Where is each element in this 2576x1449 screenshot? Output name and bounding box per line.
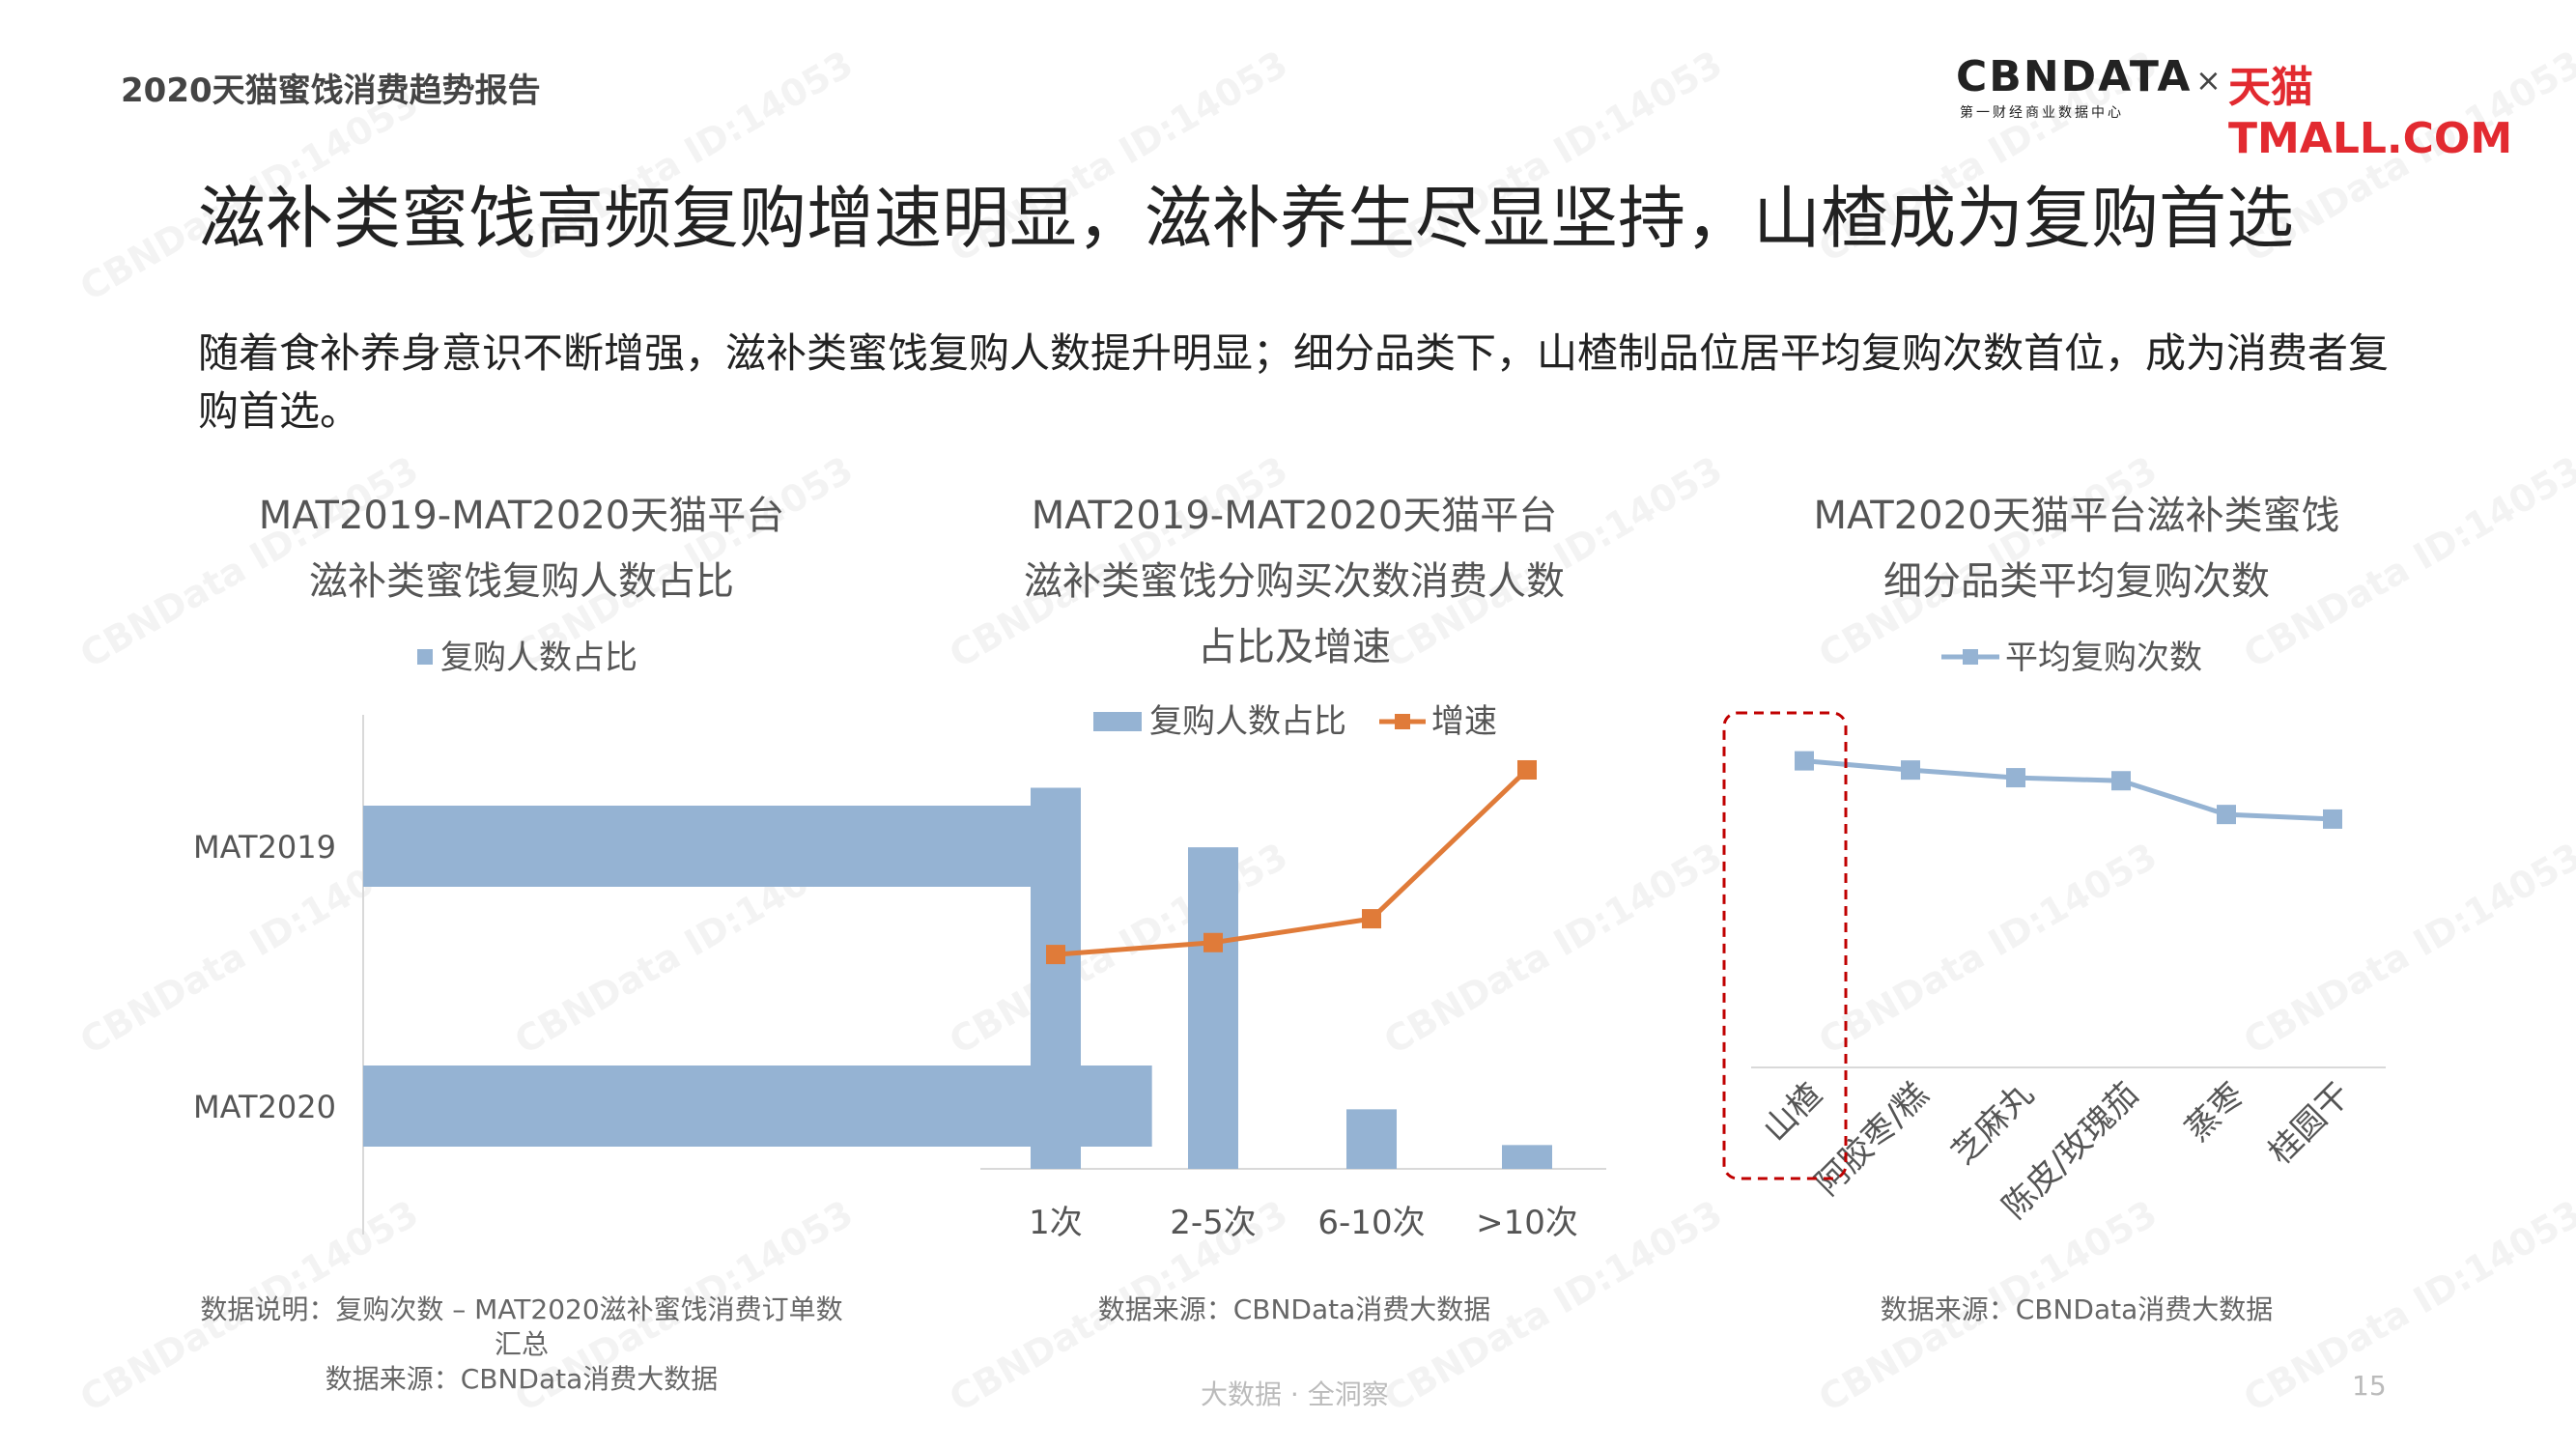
chart3-note: 数据来源：CBNData消费大数据 [1880, 1293, 2274, 1325]
brand-logo: CBNDATA 第一财经商业数据中心 × 天猫TMALL.COM [1956, 52, 2516, 163]
chart2-title: MAT2019-MAT2020天猫平台 滋补类蜜饯分购买次数消费人数 占比及增速 [956, 483, 1632, 680]
page-headline: 滋补类蜜饯高频复购增速明显，滋补养生尽显坚持，山楂成为复购首选 [198, 179, 2294, 258]
chart2-category-label: >10次 [1476, 1204, 1578, 1242]
chart3-category-label: 桂圆干 [2261, 1075, 2358, 1172]
chart2-growth-marker [1046, 945, 1065, 965]
chart1-note-line2: 汇总 [494, 1328, 549, 1360]
chart2-category-label: 6-10次 [1317, 1204, 1425, 1242]
cbndata-logo-subtitle: 第一财经商业数据中心 [1960, 105, 2124, 121]
chart2-title-line3: 占比及增速 [1198, 625, 1391, 669]
chart2-growth-marker [1362, 909, 1381, 929]
chart2-growth-marker [1517, 759, 1537, 780]
chart2-title-line1: MAT2019-MAT2020天猫平台 [1031, 494, 1558, 538]
chart1-legend-label: 复购人数占比 [440, 639, 637, 677]
chart1-bar [363, 1065, 1152, 1147]
chart3-legend-label: 平均复购次数 [2005, 639, 2202, 677]
chart2-title-line2: 滋补类蜜饯分购买次数消费人数 [1024, 559, 1565, 604]
chart2-growth-marker [1203, 932, 1223, 952]
chart2-legend-line-label: 增速 [1431, 702, 1497, 741]
chart3-legend-marker [1963, 649, 1978, 665]
chart1-title: MAT2019-MAT2020天猫平台 滋补类蜜饯复购人数占比 [174, 483, 869, 614]
chart3-line [1803, 758, 2334, 822]
chart2-bar [1346, 1109, 1397, 1169]
chart1-bar [363, 806, 1072, 887]
chart2-legend-bar-swatch [1093, 712, 1142, 731]
chart3-title: MAT2020天猫平台滋补类蜜饯 细分品类平均复购次数 [1739, 483, 2415, 614]
chart1-title-line2: 滋补类蜜饯复购人数占比 [309, 559, 734, 604]
chart2-category-label: 2-5次 [1170, 1204, 1257, 1242]
chart3-marker [2217, 805, 2236, 825]
chart3-marker [1795, 751, 1814, 771]
chart3-title-line1: MAT2020天猫平台滋补类蜜饯 [1813, 494, 2340, 538]
chart2-bar [1502, 1145, 1552, 1169]
report-name: 2020天猫蜜饯消费趋势报告 [121, 71, 541, 110]
chart2-note: 数据来源：CBNData消费大数据 [1097, 1293, 1491, 1325]
chart1-category-label: MAT2019 [193, 829, 336, 866]
chart2-growth-line [1055, 768, 1529, 957]
chart3-marker [2006, 768, 2025, 788]
chart2-legend-bar-label: 复购人数占比 [1149, 702, 1346, 741]
chart1-note-line1: 数据说明：复购次数 – MAT2020滋补蜜饯消费订单数 [200, 1293, 843, 1325]
logo-separator: × [2195, 62, 2222, 99]
chart1-note-line3: 数据来源：CBNData消费大数据 [325, 1363, 719, 1395]
chart3-marker [2111, 771, 2131, 791]
tmall-logo: 天猫TMALL.COM [2228, 63, 2513, 163]
chart3-title-line2: 细分品类平均复购次数 [1883, 559, 2270, 604]
chart3-category-label: 芝麻丸 [1944, 1075, 2041, 1172]
chart3-category-label: 阿胶枣/糕 [1808, 1075, 1937, 1204]
chart3-marker [1901, 760, 1920, 781]
chart3-highlight-box [1722, 711, 1848, 1180]
chart2-bar [1031, 787, 1081, 1169]
chart3-category-label: 山楂 [1756, 1075, 1829, 1149]
footer-slogan: 大数据 · 全洞察 [1201, 1378, 1389, 1410]
chart1-category-label: MAT2020 [193, 1089, 336, 1125]
page-number: 15 [2352, 1370, 2387, 1402]
chart2-category-label: 1次 [1029, 1204, 1083, 1242]
chart2-bar [1188, 847, 1238, 1169]
chart3-marker [2323, 809, 2342, 829]
chart1-legend-swatch [417, 649, 433, 665]
chart1-note: 数据说明：复购次数 – MAT2020滋补蜜饯消费订单数 汇总 数据来源：CBN… [174, 1293, 869, 1397]
chart3-category-label: 蒸枣 [2178, 1075, 2251, 1149]
page-summary: 随着食补养身意识不断增强，滋补类蜜饯复购人数提升明显；细分品类下，山楂制品位居平… [198, 329, 2390, 435]
chart1-title-line1: MAT2019-MAT2020天猫平台 [258, 494, 785, 538]
cbndata-logo: CBNDATA [1956, 52, 2193, 101]
chart2-legend-line-marker [1395, 714, 1410, 729]
